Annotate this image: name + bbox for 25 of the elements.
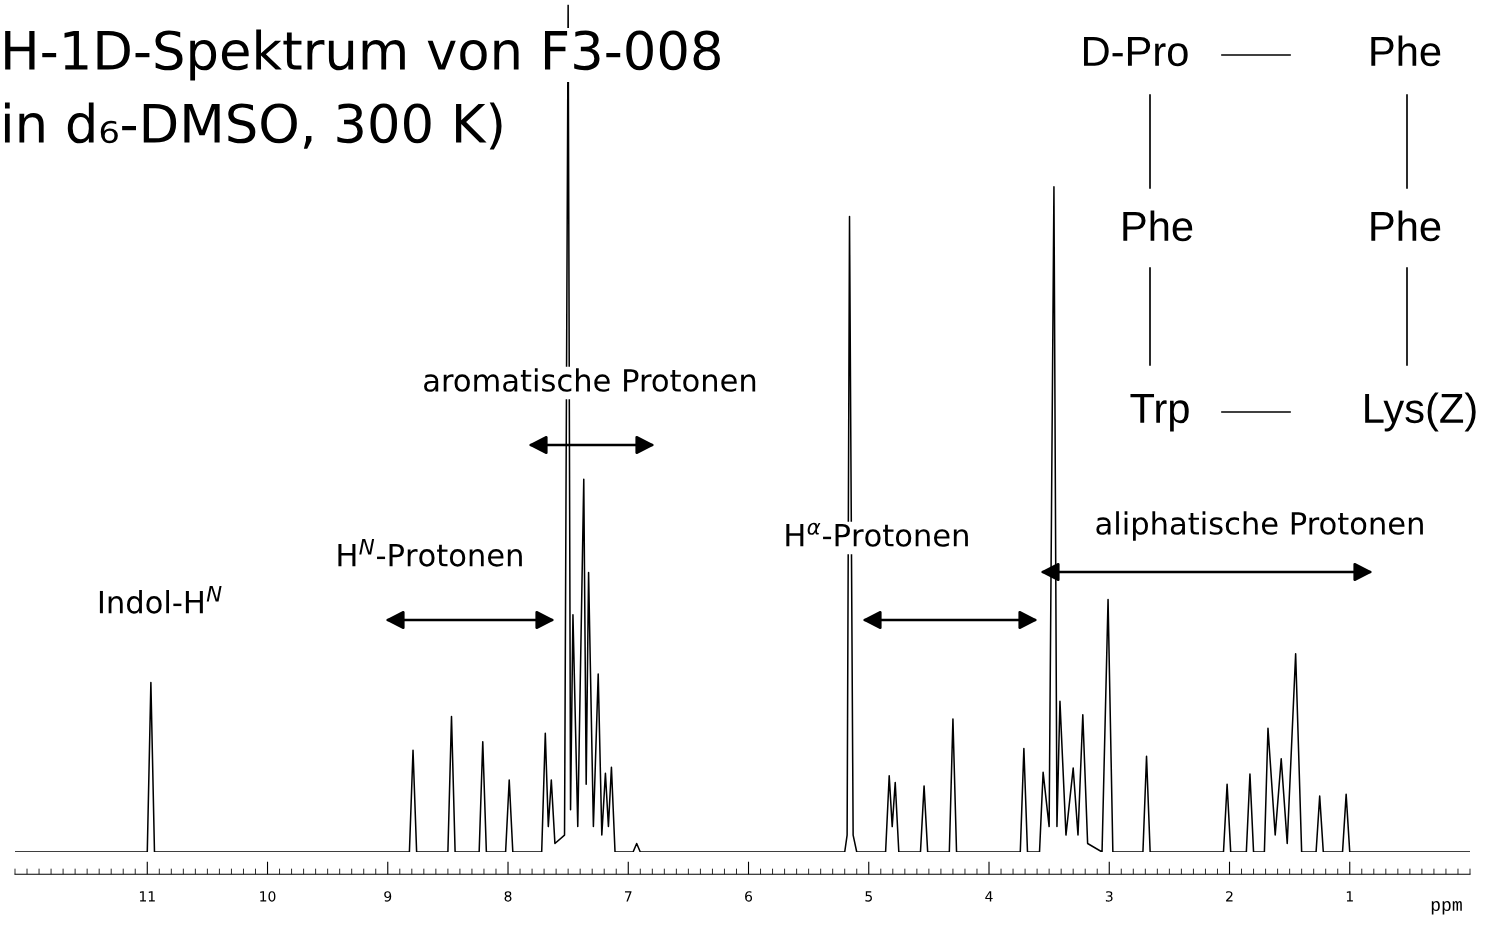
x-tick-label: 8 [504, 891, 512, 902]
annotation: Trp [1130, 394, 1189, 432]
x-tick-label: 10 [260, 891, 276, 902]
chart-title: H-1D-Spektrum von F3-008 [5, 29, 720, 81]
annotation: Phe [1371, 35, 1441, 67]
annotation: D-Pro [1084, 37, 1188, 67]
text: in d₆-DMSO, 300 K) [4, 102, 502, 150]
annotation: aromatische Protonen [424, 368, 756, 392]
x-tick-label: 7 [624, 891, 632, 902]
x-axis-title: ppm [1431, 901, 1462, 915]
annotation: H$^{N}$-Protonen [338, 538, 522, 567]
x-tick-label: 5 [865, 891, 872, 902]
x-tick-label: 4 [985, 891, 993, 902]
annotation: Lys(Z) [1365, 392, 1476, 432]
x-tick-label: 6 [745, 891, 753, 902]
x-tick-label: 3 [1105, 891, 1113, 902]
x-tick-label: 2 [1226, 891, 1233, 902]
annotation: aliphatische Protonen [1096, 511, 1423, 541]
x-tick-label: 11 [139, 891, 155, 902]
x-tick-label: 9 [384, 891, 392, 902]
annotation: Phe [1123, 210, 1193, 242]
annotation: H$^{α}$-Protonen [786, 522, 968, 547]
annotation: Indol-H$^{N}$ [99, 585, 222, 614]
x-tick-label: 1 [1346, 891, 1353, 902]
annotation: Phe [1371, 210, 1441, 242]
